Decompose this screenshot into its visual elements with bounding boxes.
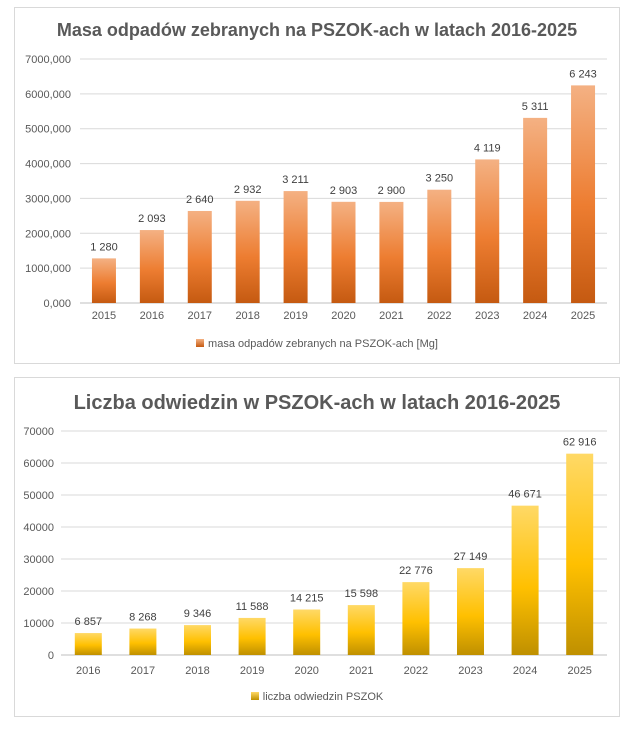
bar	[283, 191, 308, 303]
y-tick-label: 7000,000	[25, 54, 71, 66]
data-label: 15 598	[344, 588, 378, 600]
data-label: 22 776	[399, 565, 433, 577]
bar	[571, 85, 596, 303]
x-tick-label: 2024	[523, 310, 547, 322]
x-tick-label: 2017	[188, 310, 212, 322]
y-tick-label: 30000	[23, 554, 54, 566]
bar	[74, 633, 102, 655]
data-label: 2 640	[186, 194, 214, 206]
y-tick-label: 2000,000	[25, 228, 71, 240]
y-tick-label: 0	[48, 650, 54, 662]
y-tick-label: 6000,000	[25, 89, 71, 101]
bar	[566, 453, 594, 655]
data-label: 4 119	[474, 142, 501, 154]
chart-legend: liczba odwiedzin PSZOK	[15, 691, 619, 703]
chart-panel-visits: Liczba odwiedzin w PSZOK-ach w latach 20…	[14, 377, 620, 717]
data-label: 2 093	[138, 213, 166, 225]
legend-swatch	[250, 692, 259, 701]
y-tick-label: 5000,000	[25, 124, 71, 136]
data-label: 27 149	[454, 551, 488, 563]
x-tick-label: 2020	[294, 665, 318, 677]
x-tick-label: 2021	[349, 665, 373, 677]
y-tick-label: 4000,000	[25, 159, 71, 171]
data-label: 62 916	[563, 437, 597, 449]
y-tick-label: 1000,000	[25, 263, 71, 275]
x-tick-label: 2022	[427, 310, 451, 322]
x-tick-label: 2018	[235, 310, 259, 322]
data-label: 2 903	[330, 185, 358, 197]
data-label: 3 211	[282, 174, 309, 186]
bar	[331, 201, 356, 303]
x-tick-label: 2020	[331, 310, 355, 322]
bar	[184, 625, 211, 655]
legend-label: masa odpadów zebranych na PSZOK-ach [Mg]	[208, 338, 438, 350]
x-tick-label: 2025	[571, 310, 595, 322]
bar	[402, 582, 430, 655]
x-tick-label: 2019	[240, 665, 264, 677]
bar	[238, 617, 266, 655]
y-tick-label: 3000,000	[25, 193, 71, 205]
bar	[347, 605, 375, 655]
x-tick-label: 2023	[475, 310, 499, 322]
bar	[293, 609, 321, 655]
bar	[523, 117, 548, 303]
chart-legend: masa odpadów zebranych na PSZOK-ach [Mg]	[15, 338, 619, 350]
data-label: 2 932	[234, 184, 262, 196]
bar-chart-waste-mass: 0,000 1000,000 2000,000 3000,000 4000,000 500…	[25, 54, 607, 322]
bar	[379, 201, 404, 303]
data-label: 46 671	[508, 489, 542, 501]
x-tick-label: 2023	[458, 665, 482, 677]
x-tick-label: 2021	[379, 310, 403, 322]
y-tick-label: 50000	[23, 490, 54, 502]
data-label: 9 346	[184, 608, 212, 620]
bar	[235, 200, 260, 303]
y-tick-label: 20000	[23, 586, 54, 598]
chart-title: Liczba odwiedzin w PSZOK-ach w latach 20…	[73, 392, 561, 414]
x-tick-label: 2024	[513, 665, 537, 677]
x-tick-label: 2015	[92, 310, 116, 322]
chart-title: Masa odpadów zebranych na PSZOK-ach w la…	[56, 20, 578, 40]
x-tick-label: 2019	[283, 310, 307, 322]
y-tick-label: 70000	[23, 426, 54, 438]
data-label: 3 250	[426, 173, 454, 185]
bar	[427, 189, 452, 303]
legend-swatch	[196, 339, 205, 348]
data-label: 8 268	[129, 612, 157, 624]
x-tick-label: 2016	[140, 310, 164, 322]
x-tick-label: 2022	[404, 665, 428, 677]
data-label: 11 588	[236, 601, 269, 613]
bar	[511, 505, 539, 655]
bar	[187, 210, 212, 303]
bar	[457, 568, 484, 655]
y-tick-label: 10000	[23, 618, 54, 630]
data-label: 5 311	[522, 101, 549, 113]
data-label: 1 280	[90, 241, 118, 253]
x-tick-label: 2016	[76, 665, 100, 677]
y-tick-label: 60000	[23, 458, 54, 470]
x-tick-label: 2025	[567, 665, 591, 677]
bar	[91, 258, 116, 303]
data-label: 6 857	[75, 616, 103, 628]
y-tick-label: 0,000	[43, 298, 71, 310]
chart-panel-waste-mass: Masa odpadów zebranych na PSZOK-ach w la…	[14, 7, 620, 364]
data-label: 6 243	[569, 68, 597, 80]
y-tick-label: 40000	[23, 522, 54, 534]
bar	[129, 628, 157, 655]
bar-chart-visits: 0 10000 20000 30000 40000 50000 60000 70000 6 85…	[23, 426, 607, 677]
bar	[139, 230, 164, 303]
x-tick-label: 2017	[131, 665, 155, 677]
bar	[475, 159, 500, 303]
x-tick-label: 2018	[185, 665, 209, 677]
legend-label: liczba odwiedzin PSZOK	[262, 691, 384, 703]
data-label: 14 215	[290, 593, 324, 605]
data-label: 2 900	[378, 185, 406, 197]
